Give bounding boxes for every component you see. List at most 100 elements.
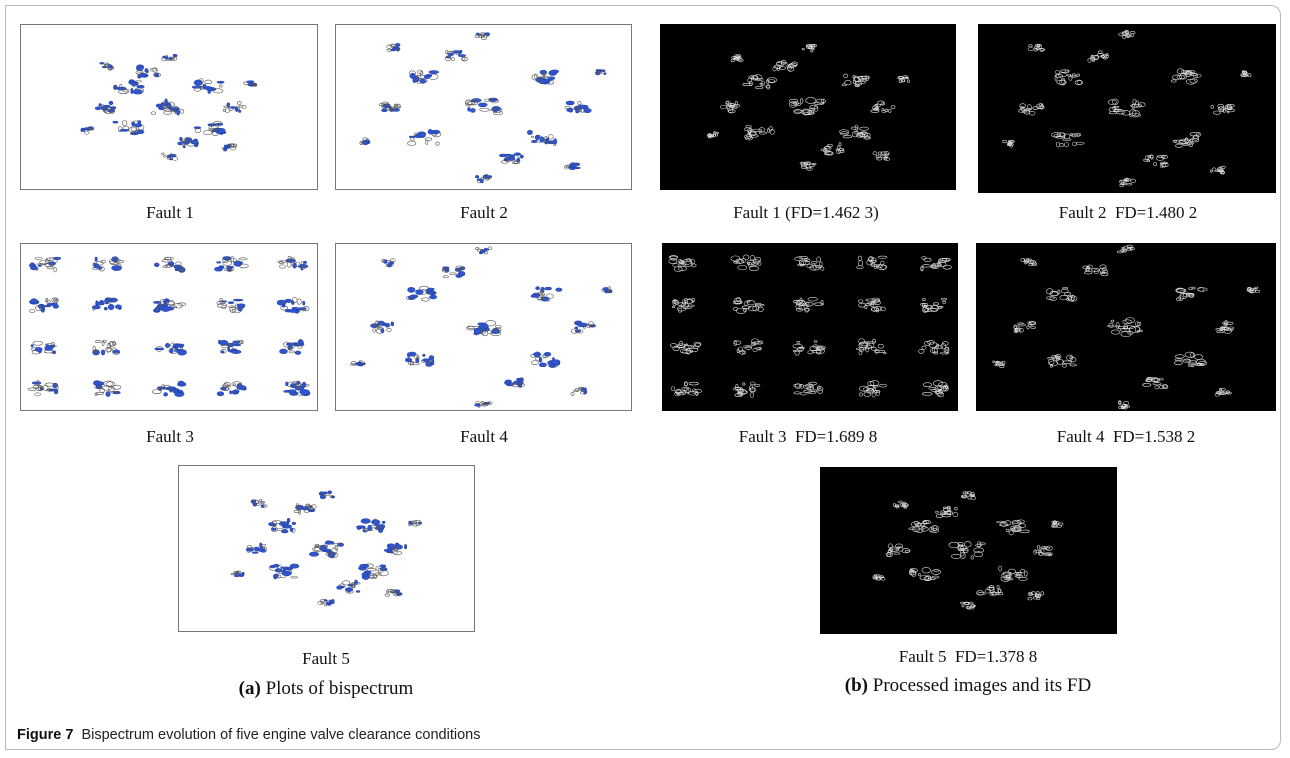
texture-blob bbox=[539, 357, 542, 362]
texture-blob bbox=[410, 295, 418, 298]
processed-image bbox=[976, 243, 1276, 411]
texture-blob bbox=[214, 267, 222, 271]
texture-blob bbox=[292, 297, 297, 302]
texture-blob bbox=[131, 88, 133, 93]
texture-blob bbox=[565, 106, 570, 108]
texture-blob bbox=[858, 300, 863, 303]
texture-blob bbox=[362, 573, 368, 577]
texture-blob bbox=[499, 154, 507, 157]
texture-blob bbox=[291, 576, 298, 578]
texture-blob bbox=[731, 59, 734, 61]
texture-blob bbox=[1136, 101, 1139, 107]
panel-label: (a) bbox=[239, 678, 261, 699]
texture-blob bbox=[923, 383, 932, 387]
texture-blob bbox=[109, 101, 113, 105]
texture-blob bbox=[746, 125, 751, 128]
texture-blob bbox=[571, 392, 574, 395]
texture-blob bbox=[231, 350, 241, 354]
texture-blob bbox=[164, 110, 172, 115]
texture-blob bbox=[257, 503, 260, 505]
texture-blob bbox=[204, 86, 212, 89]
texture-blob bbox=[859, 303, 866, 307]
panel-title-text: Processed images and its FD bbox=[873, 675, 1091, 696]
texture-blob bbox=[1041, 49, 1045, 51]
texture-blob bbox=[234, 344, 241, 346]
texture-blob bbox=[1094, 270, 1098, 274]
texture-blob bbox=[943, 301, 946, 303]
panel-title-text: Plots of bispectrum bbox=[266, 678, 414, 699]
texture-blob bbox=[108, 304, 114, 309]
texture-blob bbox=[391, 322, 394, 326]
texture-blob bbox=[584, 390, 587, 393]
texture-blob bbox=[95, 107, 101, 110]
texture-blob bbox=[239, 105, 242, 107]
texture-blob bbox=[240, 262, 243, 264]
texture-blob bbox=[286, 382, 289, 386]
texture-blob bbox=[178, 142, 183, 145]
bispectrum-plot bbox=[20, 24, 318, 190]
texture-blob bbox=[811, 262, 817, 264]
texture-blob bbox=[41, 307, 45, 312]
texture-blob bbox=[242, 572, 244, 574]
texture-blob bbox=[1153, 383, 1161, 385]
texture-blob bbox=[922, 567, 931, 573]
texture-blob bbox=[295, 351, 301, 355]
texture-blob bbox=[797, 341, 800, 343]
texture-blob bbox=[794, 392, 801, 394]
caption: Fault 3 bbox=[146, 427, 194, 447]
texture-blob bbox=[1027, 326, 1029, 329]
texture-blob bbox=[385, 594, 390, 596]
texture-blob bbox=[332, 601, 335, 604]
bispectrum-plot bbox=[178, 465, 475, 632]
texture-blob bbox=[755, 384, 760, 386]
texture-blob bbox=[416, 290, 424, 295]
processed-image bbox=[660, 24, 956, 190]
texture-blob bbox=[170, 348, 173, 353]
texture-blob bbox=[1111, 330, 1120, 334]
texture-blob bbox=[566, 101, 574, 105]
texture-blob bbox=[1155, 386, 1159, 389]
texture-blob bbox=[1122, 247, 1125, 249]
texture-blob bbox=[755, 87, 763, 89]
texture bbox=[336, 244, 631, 410]
texture-blob bbox=[407, 353, 410, 357]
texture-blob bbox=[342, 581, 350, 585]
texture-blob bbox=[100, 389, 105, 393]
texture-blob bbox=[164, 156, 166, 158]
texture-blob bbox=[1005, 521, 1011, 526]
texture-blob bbox=[1041, 592, 1044, 595]
texture-blob bbox=[1063, 139, 1071, 141]
texture-blob bbox=[1055, 71, 1060, 74]
texture-blob bbox=[294, 510, 300, 512]
texture-blob bbox=[689, 382, 699, 385]
texture-blob bbox=[692, 389, 696, 394]
processed-image bbox=[820, 467, 1117, 634]
texture-blob bbox=[856, 348, 866, 350]
texture-blob bbox=[387, 45, 392, 49]
texture-blob bbox=[485, 33, 489, 36]
texture-blob bbox=[173, 346, 181, 348]
texture-blob bbox=[821, 267, 824, 270]
texture-blob bbox=[951, 554, 961, 558]
texture-blob bbox=[919, 349, 924, 353]
texture-blob bbox=[31, 299, 37, 304]
texture-blob bbox=[1021, 569, 1025, 573]
texture-blob bbox=[208, 90, 211, 93]
texture-blob bbox=[298, 307, 307, 309]
texture-blob bbox=[905, 550, 909, 552]
texture bbox=[179, 466, 474, 631]
texture-blob bbox=[208, 124, 210, 126]
texture-blob bbox=[380, 565, 386, 567]
texture-blob bbox=[1127, 183, 1132, 185]
texture-blob bbox=[891, 106, 895, 109]
texture-blob bbox=[971, 556, 974, 559]
texture-blob bbox=[1189, 287, 1193, 289]
texture-blob bbox=[531, 361, 538, 365]
texture-blob bbox=[410, 73, 416, 78]
texture-blob bbox=[1031, 327, 1036, 329]
texture-blob bbox=[845, 80, 852, 85]
texture-blob bbox=[84, 131, 89, 134]
texture-blob bbox=[553, 139, 556, 144]
texture-blob bbox=[450, 273, 457, 275]
caption: Fault 5 bbox=[302, 649, 350, 669]
